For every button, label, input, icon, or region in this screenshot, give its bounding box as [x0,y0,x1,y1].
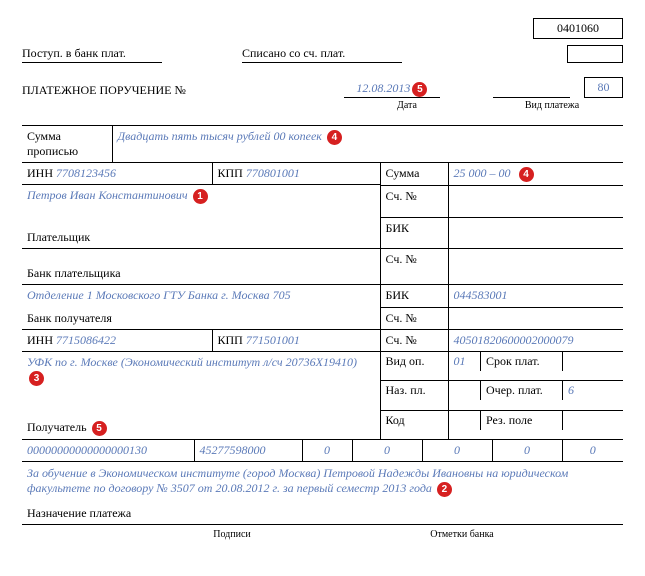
date-label: Дата [357,100,457,111]
receiver-bank-sch-label: Сч. № [380,307,448,330]
code-2: 45277598000 [194,440,302,462]
code-1: 00000000000000000130 [22,440,194,462]
summa-prop-value: Двадцать пять тысяч рублей 00 копеек 4 [112,126,623,163]
codes-row: 00000000000000000130 45277598000 0 0 0 0… [22,440,623,462]
doc-title: ПЛАТЕЖНОЕ ПОРУЧЕНИЕ № [22,83,219,98]
podpisi-label: Подписи [182,529,282,540]
vid-platezha-label: Вид платежа [512,100,592,111]
empty-box [567,45,623,63]
bank-dates-row: Поступ. в банк плат. Списано со сч. плат… [22,45,623,63]
payer-sch2-label: Сч. № [380,249,448,285]
title-row: ПЛАТЕЖНОЕ ПОРУЧЕНИЕ № 12.08.20135 80 [22,77,623,98]
vid-op-label: Вид оп. [380,352,448,381]
receiver-bank-bik-label: БИК [380,285,448,308]
summa-prop-label2: прописью [27,144,107,159]
receiver-bank-name: Отделение 1 Московского ГТУ Банка г. Мос… [27,288,375,303]
payer-kpp-label: КПП [218,166,243,180]
code-7: 0 [562,440,623,462]
code-3: 0 [302,440,352,462]
receiver-inn-value: 7715086422 [56,333,116,347]
receiver-sch-label: Сч. № [380,330,448,352]
poluchatel-label: Получатель 5 [27,420,375,436]
receiver-bank-bik-value: 044583001 [448,285,623,308]
summa-label: Сумма [380,163,448,186]
receiver-kpp-label: КПП [218,333,243,347]
form-code: 0401060 [533,18,623,39]
payer-inn-label: ИНН [27,166,53,180]
form-code-row: 0401060 [22,18,623,39]
otmetki-label: Отметки банка [402,529,522,540]
payer-bik-label: БИК [380,217,448,248]
srok-plat-label: Срок плат. [481,352,563,371]
receiver-sch-value: 40501820600002000079 [448,330,623,352]
receiver-bank-label: Банк получателя [27,311,375,326]
payer-sch-label: Сч. № [380,186,448,217]
summa-prop-table: Сумма прописью Двадцать пять тысяч рубле… [22,125,623,163]
receiver-name: УФК по г. Москве (Экономический институт… [27,355,375,386]
code-6: 0 [492,440,562,462]
main-grid: ИНН 7708123456 КПП 770801001 Сумма 25 00… [22,163,623,440]
vid-platezha-value: 80 [584,77,623,98]
title-sub-row: Дата Вид платежа [22,100,623,111]
vid-op-value: 01 [449,352,481,371]
summa-value: 25 000 – 00 4 [448,163,623,186]
code-4: 0 [352,440,422,462]
vid-platezha-underline [493,97,570,98]
ocher-plat-value: 6 [563,381,624,400]
postup-label: Поступ. в банк плат. [22,46,162,63]
date-value: 12.08.20135 [344,81,440,98]
receiver-kpp-value: 771501001 [246,333,300,347]
payer-bank-label: Банк плательщика [27,266,375,281]
payer-name: Петров Иван Константинович 1 [27,188,375,204]
kod-label: Код [380,410,448,439]
receiver-inn-label: ИНН [27,333,53,347]
spisano-label: Списано со сч. плат. [242,46,402,63]
naz-pl-label: Наз. пл. [380,381,448,410]
footer-row: Подписи Отметки банка [22,529,623,540]
purpose-label: Назначение платежа [22,500,623,525]
summa-prop-label1: Сумма [27,129,107,144]
code-5: 0 [422,440,492,462]
ocher-plat-label: Очер. плат. [481,381,563,400]
payer-inn-value: 7708123456 [56,166,116,180]
rez-pole-label: Рез. поле [481,411,563,430]
payer-kpp-value: 770801001 [246,166,300,180]
platelshik-label: Плательщик [27,230,375,245]
purpose-text: За обучение в Экономическом институте (г… [22,462,623,500]
